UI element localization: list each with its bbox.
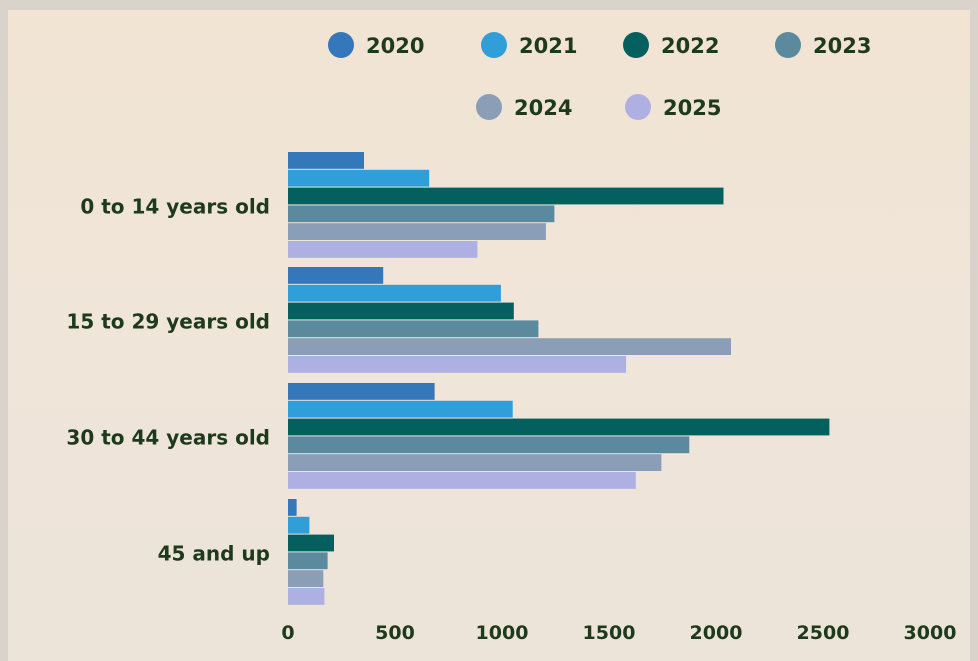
bar-1-2021	[288, 169, 430, 187]
legend-label: 2025	[663, 96, 721, 120]
category-label: 15 to 29 years old	[66, 309, 270, 333]
bar-4-2022	[288, 534, 334, 552]
bar-3-2025	[288, 472, 636, 489]
bar-4-2025	[288, 588, 325, 605]
legend-marker-2025	[625, 94, 651, 120]
bar-4-2023	[288, 552, 328, 570]
legend-label: 2022	[661, 34, 719, 58]
x-tick-label: 0	[281, 622, 294, 644]
bar-1-2025	[288, 241, 478, 258]
legend-marker-2022	[623, 32, 649, 58]
bar-2-2025	[288, 356, 627, 373]
legend-label: 2021	[519, 34, 577, 58]
legend-label: 2020	[366, 34, 424, 58]
x-tick-label: 2000	[690, 622, 743, 644]
bar-2-2021	[288, 284, 501, 302]
x-tick-label: 2500	[797, 622, 850, 644]
bar-3-2023	[288, 436, 690, 454]
legend-label: 2024	[514, 96, 572, 120]
x-tick-label: 1500	[583, 622, 636, 644]
x-tick-label: 1000	[476, 622, 529, 644]
bar-1-2020	[288, 152, 364, 169]
category-label: 45 and up	[158, 541, 270, 565]
legend-marker-2021	[481, 32, 507, 58]
bar-4-2020	[288, 499, 297, 516]
x-tick-label: 500	[375, 622, 415, 644]
category-label: 30 to 44 years old	[66, 425, 270, 449]
bar-1-2024	[288, 223, 546, 240]
legend-label: 2023	[813, 34, 871, 58]
bar-2-2023	[288, 320, 539, 338]
category-label: 0 to 14 years old	[80, 194, 270, 218]
bar-3-2022	[288, 418, 830, 436]
x-tick-label: 3000	[904, 622, 957, 644]
bar-1-2023	[288, 205, 555, 223]
bar-2-2022	[288, 302, 514, 320]
bar-4-2024	[288, 570, 324, 587]
legend-marker-2020	[328, 32, 354, 58]
bar-2-2024	[288, 338, 731, 355]
legend-marker-2024	[476, 94, 502, 120]
legend-marker-2023	[775, 32, 801, 58]
bar-4-2021	[288, 516, 310, 534]
bar-3-2021	[288, 400, 513, 418]
bar-3-2024	[288, 454, 662, 471]
bar-1-2022	[288, 187, 724, 205]
bar-3-2020	[288, 383, 435, 400]
bar-2-2020	[288, 267, 384, 284]
